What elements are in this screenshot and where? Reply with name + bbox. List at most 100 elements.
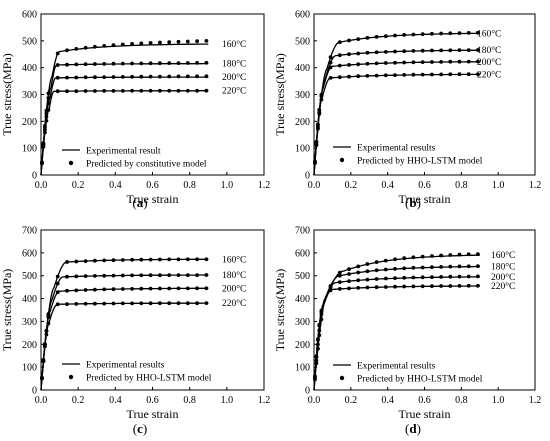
series-point [204, 301, 209, 305]
series-point [365, 50, 370, 55]
series-point [176, 39, 181, 44]
series-point [402, 60, 407, 65]
y-tick-label: 0 [305, 386, 310, 397]
series-point [44, 118, 49, 123]
series-point [167, 273, 172, 277]
series-point [476, 274, 480, 279]
series-point [120, 273, 125, 278]
series-point [317, 323, 322, 327]
x-tick-label: 0.2 [345, 180, 358, 191]
series-point [185, 286, 190, 291]
series-point [158, 74, 162, 79]
x-tick-label: 0.0 [308, 395, 321, 406]
series-point [74, 274, 79, 279]
series-point [365, 277, 370, 282]
series-label: 220°C [491, 281, 515, 292]
series-point [176, 301, 181, 306]
legend-label-experimental: Experimental results [357, 144, 436, 154]
series-point [43, 130, 47, 135]
series-point [448, 284, 453, 288]
series-point [74, 89, 79, 93]
legend-label-predicted: Predicted by HHO-LSTM model [86, 374, 212, 384]
series-point [102, 301, 107, 306]
panel-caption: (c) [133, 421, 147, 436]
series-point [439, 275, 443, 279]
series-point [102, 89, 107, 93]
series-point [466, 252, 471, 257]
series-point [365, 74, 370, 78]
series-point [393, 276, 397, 280]
series-point [55, 51, 60, 56]
series-point [195, 257, 200, 262]
series-point [102, 44, 107, 48]
series-point [120, 287, 125, 291]
series-point [93, 287, 97, 292]
series-point [139, 61, 144, 66]
series-point [158, 61, 162, 66]
series-label: 200°C [491, 272, 515, 283]
series-point [65, 89, 69, 94]
series-point [139, 273, 144, 278]
x-tick-label: 0.2 [72, 395, 85, 406]
series-point [111, 301, 116, 306]
series-point [111, 43, 116, 48]
series-point [317, 110, 322, 114]
y-tick-label: 100 [22, 363, 37, 374]
series-point [204, 60, 209, 65]
x-tick-label: 0.2 [72, 180, 85, 191]
series-point [44, 332, 49, 337]
series-point [356, 51, 361, 56]
series-point [439, 48, 443, 53]
series-point [55, 281, 60, 286]
series-point [402, 73, 407, 77]
series-point [430, 275, 434, 279]
series-point [130, 287, 135, 291]
series-point [176, 61, 181, 65]
series-point [185, 39, 190, 44]
legend-label-experimental: Experimental results [357, 362, 436, 372]
series-point [347, 63, 351, 67]
series-point [176, 88, 181, 93]
series-point [111, 287, 116, 292]
series-point [347, 279, 351, 283]
y-tick-label: 300 [22, 90, 37, 101]
x-axis-label: True strain [399, 407, 451, 421]
series-point [420, 265, 425, 270]
series-point [46, 108, 51, 112]
series-point [430, 265, 434, 269]
panel-caption: (b) [405, 195, 421, 210]
series-point [65, 48, 69, 53]
series-point [185, 88, 190, 93]
series-point [356, 278, 361, 283]
series-point [83, 75, 88, 80]
series-point [337, 63, 342, 68]
legend-dot-icon [339, 375, 345, 381]
series-point [393, 267, 397, 271]
x-axis-label: True strain [127, 192, 179, 206]
legend: Experimental results Predicted by HHO-LST… [333, 362, 483, 385]
series-point [411, 284, 416, 289]
series-point [74, 259, 79, 264]
series-point [383, 61, 388, 65]
series-point [356, 74, 361, 79]
series-point [476, 48, 480, 52]
series-point [439, 265, 443, 269]
series-point [176, 273, 181, 277]
series-point [74, 47, 79, 51]
series-point [46, 321, 51, 326]
series-point [393, 60, 397, 65]
series-point [347, 286, 351, 291]
series-point [102, 75, 107, 79]
legend: Experimental result Predicted by constitu… [62, 147, 207, 170]
series-point [93, 301, 97, 306]
series-point [439, 253, 443, 258]
y-tick-label: 200 [295, 117, 310, 128]
series-point [328, 76, 333, 80]
series-point [411, 275, 416, 280]
y-tick-label: 600 [22, 10, 37, 21]
y-tick-label: 500 [295, 271, 310, 282]
x-tick-label: 0.6 [146, 180, 159, 191]
series-point [337, 287, 342, 291]
series-point [393, 49, 397, 54]
y-tick-label: 600 [22, 248, 37, 259]
